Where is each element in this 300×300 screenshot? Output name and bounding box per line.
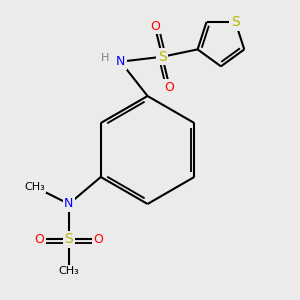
Text: O: O bbox=[150, 20, 160, 33]
Text: H: H bbox=[101, 53, 109, 63]
Text: CH₃: CH₃ bbox=[58, 266, 79, 276]
Text: S: S bbox=[158, 50, 167, 64]
Text: N: N bbox=[64, 197, 74, 211]
Text: O: O bbox=[165, 81, 175, 94]
Text: O: O bbox=[93, 233, 103, 246]
Text: S: S bbox=[231, 15, 240, 29]
Text: N: N bbox=[116, 55, 125, 68]
Text: S: S bbox=[64, 232, 73, 246]
Text: O: O bbox=[34, 233, 44, 246]
Text: CH₃: CH₃ bbox=[24, 182, 45, 192]
